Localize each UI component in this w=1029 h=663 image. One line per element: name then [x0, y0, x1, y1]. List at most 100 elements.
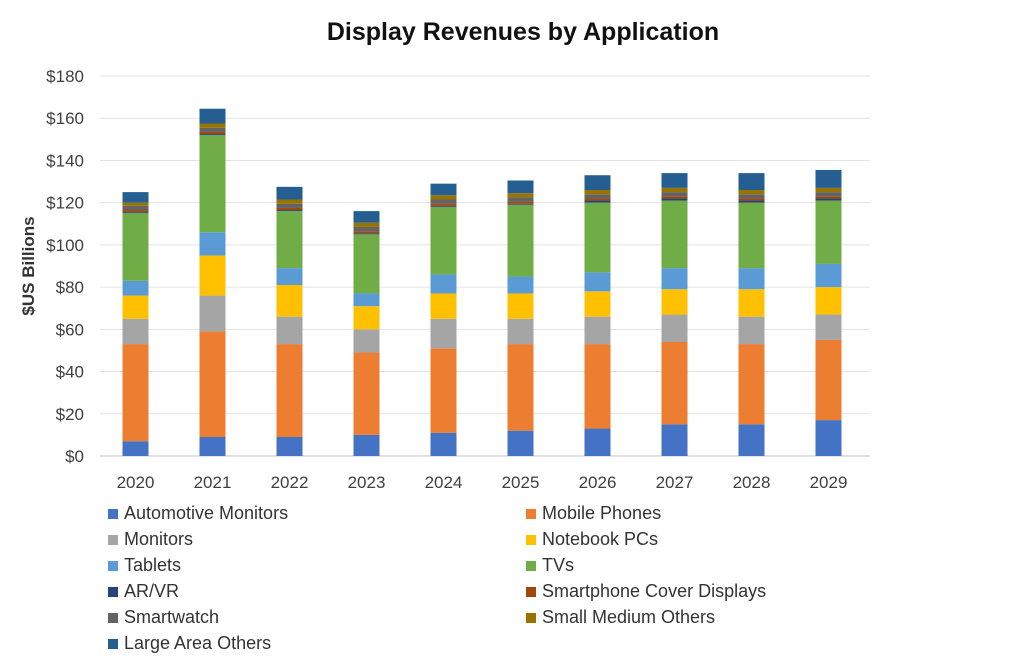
- bar-segment: [199, 123, 226, 128]
- bar-segment: [199, 437, 226, 456]
- bar-segment: [661, 314, 688, 342]
- bar-segment: [507, 193, 534, 198]
- legend-item: Smartphone Cover Displays: [526, 581, 766, 602]
- bar-segment: [353, 352, 380, 435]
- bar-segment: [199, 108, 226, 124]
- x-tick-label: 2024: [425, 473, 463, 492]
- bar-segment: [122, 212, 149, 214]
- legend-swatch: [108, 638, 118, 649]
- bar-segment: [738, 289, 765, 317]
- legend-item: AR/VR: [108, 581, 179, 602]
- bar-segment: [122, 344, 149, 442]
- bar-segment: [199, 295, 226, 332]
- bar-segment: [661, 424, 688, 456]
- bar-segment: [507, 318, 534, 345]
- bar-segment: [584, 344, 611, 429]
- y-tick-label: $180: [46, 67, 84, 86]
- bar-segment: [276, 199, 303, 204]
- bar-segment: [353, 231, 380, 234]
- bar-segment: [199, 131, 226, 135]
- bar-segment: [738, 344, 765, 425]
- bar-segment: [276, 186, 303, 200]
- x-tick-label: 2022: [271, 473, 309, 492]
- bar-segment: [199, 135, 226, 233]
- bar-segment: [122, 441, 149, 456]
- legend-swatch: [526, 534, 536, 545]
- bar-segment: [507, 276, 534, 294]
- bar-segment: [430, 318, 457, 349]
- bar-segment: [507, 201, 534, 204]
- bar-segment: [199, 127, 226, 132]
- bar-segment: [276, 316, 303, 345]
- legend-label: TVs: [542, 555, 575, 575]
- bar-segment: [430, 195, 457, 200]
- bar-segment: [507, 293, 534, 319]
- bar-segment: [815, 314, 842, 340]
- bar-segment: [507, 344, 534, 431]
- legend-swatch: [108, 534, 118, 545]
- bar-segment: [584, 194, 611, 199]
- bar-segment: [199, 255, 226, 296]
- x-tick-label: 2028: [733, 473, 771, 492]
- bar-segment: [661, 187, 688, 193]
- bar-segment: [430, 183, 457, 196]
- bar-segment: [430, 205, 457, 207]
- bar-segment: [661, 198, 688, 201]
- bar-segment: [584, 198, 611, 201]
- legend-label: Notebook PCs: [542, 529, 659, 549]
- x-tick-label: 2020: [117, 473, 155, 492]
- bar-segment: [584, 175, 611, 190]
- legend-swatch: [108, 560, 118, 571]
- bar-segment: [738, 190, 765, 195]
- legend-swatch: [526, 560, 536, 571]
- bar-segment: [584, 202, 611, 273]
- bar-segment: [738, 198, 765, 201]
- bar-segment: [353, 306, 380, 330]
- bar-segment: [507, 430, 534, 456]
- legend-label: Large Area Others: [124, 633, 272, 653]
- bar-segment: [507, 180, 534, 194]
- legend-swatch: [526, 612, 536, 623]
- bar-segment: [430, 274, 457, 294]
- bar-segment: [738, 202, 765, 269]
- bar-segment: [815, 339, 842, 421]
- bar-segment: [584, 200, 611, 203]
- bar-segment: [661, 192, 688, 197]
- legend-item: TVs: [526, 555, 574, 576]
- x-tick-label: 2026: [579, 473, 617, 492]
- bar-segment: [199, 134, 226, 136]
- legend-swatch: [108, 612, 118, 623]
- bar-segment: [738, 268, 765, 290]
- legend-item: Notebook PCs: [526, 529, 658, 550]
- bar-segment: [276, 211, 303, 269]
- bar-segment: [353, 233, 380, 235]
- bar-segment: [276, 207, 303, 211]
- legend-label: Mobile Phones: [542, 503, 662, 523]
- bar-segment: [815, 200, 842, 264]
- y-tick-label: $40: [56, 363, 84, 382]
- bar-segment: [738, 173, 765, 190]
- x-tick-label: 2021: [194, 473, 232, 492]
- bar-segment: [584, 316, 611, 345]
- y-tick-label: $60: [56, 320, 84, 339]
- bar-segment: [661, 173, 688, 188]
- bar-segment: [122, 205, 149, 211]
- y-tick-label: $120: [46, 194, 84, 213]
- bar-segment: [738, 424, 765, 456]
- stacked-bar-chart: $0 $20 $40 $60 $80 $100 $120 $140 $160 $180 $US B…: [19, 67, 870, 492]
- bar-segment: [122, 213, 149, 281]
- legend-label: Tablets: [124, 555, 182, 575]
- bar-segment: [353, 234, 380, 294]
- legend-label: Automotive Monitors: [124, 503, 289, 523]
- y-axis-ticks: $0 $20 $40 $60 $80 $100 $120 $140 $160 $180: [46, 67, 84, 466]
- legend-item: Tablets: [108, 555, 181, 576]
- bar-segment: [353, 293, 380, 307]
- y-tick-label: $0: [65, 447, 84, 466]
- bar-segment: [353, 226, 380, 232]
- legend-item: Mobile Phones: [526, 503, 661, 524]
- x-tick-label: 2025: [502, 473, 540, 492]
- bars: [122, 108, 842, 456]
- bar-segment: [584, 291, 611, 317]
- y-tick-label: $80: [56, 278, 84, 297]
- bar-segment: [199, 331, 226, 437]
